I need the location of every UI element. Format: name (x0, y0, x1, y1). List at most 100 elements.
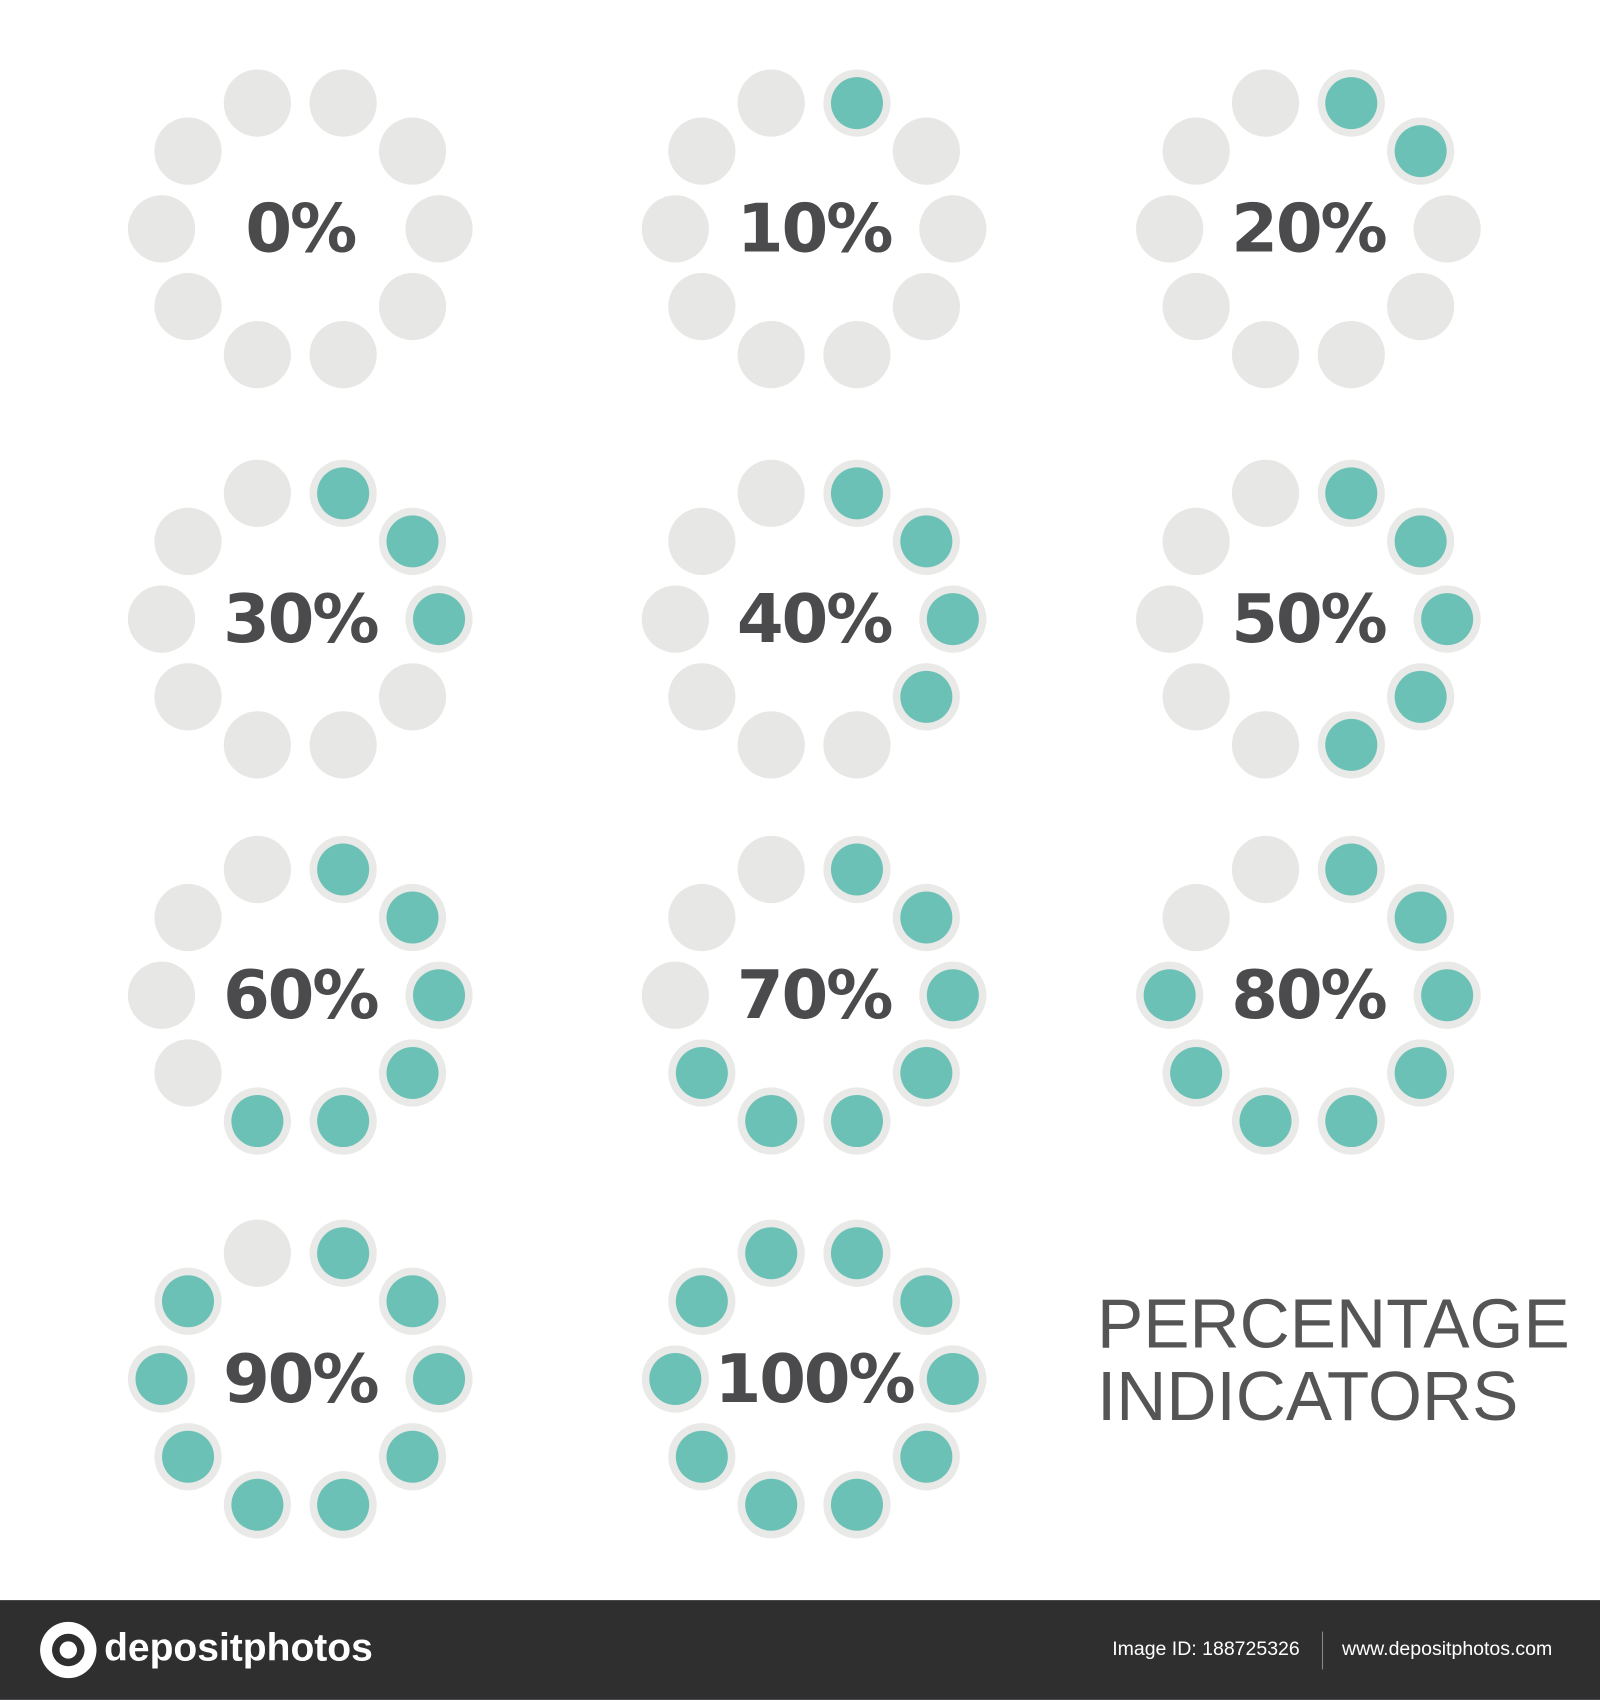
dot-filled (1394, 891, 1447, 944)
footer-bar (0, 1600, 1600, 1700)
dot-filled (900, 891, 953, 944)
dot-filled (830, 467, 883, 520)
dot-empty (668, 883, 736, 952)
percentage-indicator: 100% (641, 1219, 987, 1539)
percentage-label: 90% (223, 1340, 378, 1418)
dot-empty (823, 321, 891, 389)
percentage-indicator: 50% (1136, 459, 1481, 779)
dot-empty (892, 272, 960, 341)
dot-empty (737, 459, 805, 527)
dot-empty (668, 663, 736, 731)
dot-empty (223, 321, 291, 389)
dot-filled (900, 1430, 953, 1483)
dot-empty (1231, 835, 1300, 904)
dot-empty (309, 69, 377, 137)
dot-filled (1239, 1095, 1292, 1148)
dot-filled (926, 593, 979, 646)
dot-filled (1421, 593, 1474, 646)
dot-filled (317, 467, 370, 520)
indicators: 0% 10% 20% 30% 40% 50% 60% 70% 80% 90% 100% (127, 69, 1481, 1539)
dot-empty (154, 507, 222, 575)
dot-filled (1143, 969, 1196, 1022)
dot-filled (900, 1046, 953, 1100)
dot-filled (317, 843, 370, 896)
dot-empty (1136, 585, 1204, 653)
dot-filled (745, 1095, 798, 1148)
dot-empty (378, 663, 447, 731)
dot-filled (413, 593, 466, 646)
dot-filled (830, 1095, 883, 1148)
dot-empty (1387, 272, 1455, 341)
dot-empty (309, 711, 377, 779)
dot-empty (309, 321, 377, 389)
dot-empty (405, 195, 473, 263)
percentage-indicator: 20% (1136, 69, 1481, 389)
dot-filled (830, 843, 883, 896)
dot-empty (1317, 321, 1385, 389)
dot-filled (675, 1430, 728, 1483)
percentage-label: 60% (223, 956, 378, 1034)
dot-filled (900, 515, 953, 568)
percentage-indicator: 90% (127, 1219, 473, 1539)
dot-empty (223, 69, 291, 137)
dot-empty (127, 961, 196, 1029)
dot-filled (1325, 1095, 1378, 1148)
dot-empty (1231, 459, 1300, 527)
dot-empty (1231, 321, 1300, 389)
dot-empty (737, 69, 805, 137)
dot-empty (1162, 883, 1230, 952)
percentage-label: 50% (1231, 580, 1386, 658)
dot-empty (1162, 117, 1230, 185)
dot-filled (900, 670, 953, 723)
dot-filled (830, 1227, 883, 1280)
percentage-indicator: 10% (641, 69, 987, 389)
dot-empty (1231, 69, 1300, 137)
dot-filled (162, 1275, 215, 1328)
percentage-label: 40% (737, 580, 892, 658)
dot-empty (127, 195, 196, 263)
dot-filled (1421, 969, 1474, 1022)
dot-empty (737, 321, 805, 389)
dot-empty (668, 272, 736, 341)
dot-filled (1394, 1046, 1447, 1100)
dot-filled (745, 1478, 798, 1531)
dot-empty (668, 507, 736, 575)
percentage-indicator: 30% (127, 459, 473, 779)
dot-filled (386, 1430, 439, 1483)
percentage-indicator: 60% (127, 835, 473, 1155)
dot-filled (317, 1095, 370, 1148)
dot-empty (1162, 663, 1230, 731)
dot-filled (926, 969, 979, 1022)
percentage-label: 30% (223, 580, 378, 658)
dot-filled (1325, 77, 1378, 130)
title-line: INDICATORS (1097, 1357, 1518, 1435)
dot-empty (823, 711, 891, 779)
dot-filled (386, 1046, 439, 1100)
percentage-label: 0% (245, 190, 356, 268)
dot-empty (668, 117, 736, 185)
dot-empty (223, 711, 291, 779)
dot-empty (641, 195, 709, 263)
dot-empty (154, 117, 222, 185)
dot-empty (892, 117, 960, 185)
percentage-label: 70% (737, 956, 892, 1034)
dot-filled (1325, 467, 1378, 520)
dot-filled (1394, 125, 1447, 178)
percentage-label: 10% (737, 190, 892, 268)
dot-filled (135, 1352, 188, 1406)
brand-logo (40, 1621, 97, 1679)
dot-filled (745, 1227, 798, 1280)
dot-empty (737, 835, 805, 904)
dot-empty (641, 585, 709, 653)
dot-filled (649, 1352, 702, 1406)
dot-filled (1325, 843, 1378, 896)
dot-filled (830, 77, 883, 130)
dot-empty (737, 711, 805, 779)
dot-empty (154, 272, 222, 341)
dot-empty (1136, 195, 1204, 263)
percentage-indicator: 70% (641, 835, 987, 1155)
dot-filled (386, 891, 439, 944)
dot-empty (919, 195, 987, 263)
